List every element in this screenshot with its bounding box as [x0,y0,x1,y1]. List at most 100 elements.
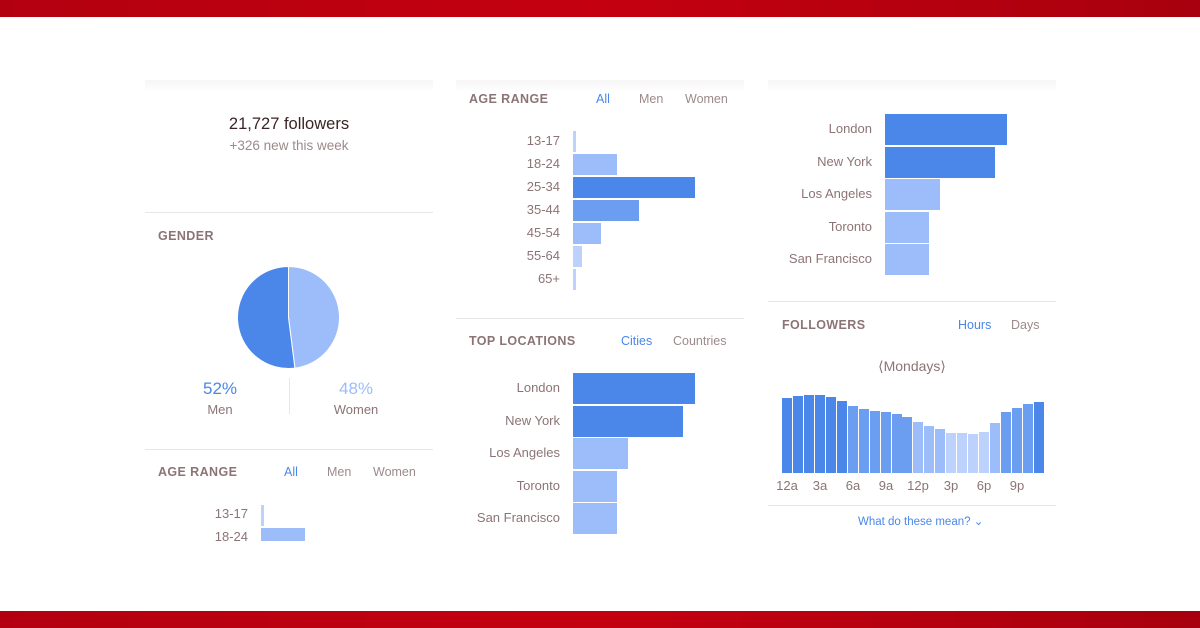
divider [145,212,433,213]
age-bar-18-24 [261,528,305,541]
followers-count: 21,727 followers [228,115,350,133]
age-label: 25-34 [526,179,560,194]
divider [145,449,433,450]
location-bar [885,146,995,178]
location-bar [885,179,940,210]
women-label: Women [333,402,379,417]
age-label: 35-44 [526,202,560,217]
hour-tick-label: 6a [845,478,861,493]
hour-bar [782,398,792,473]
day-label: Mondays [883,358,941,374]
hour-bar [902,417,912,473]
location-bar [573,405,683,437]
location-label: San Francisco [788,251,872,266]
gender-separator [289,378,290,414]
hour-bar [1023,404,1033,473]
age-filter-women[interactable]: Women [685,92,728,106]
hour-bar [990,423,1000,473]
hour-tick-label: 3p [943,478,959,493]
location-label: New York [817,153,872,169]
hour-bar [935,429,945,473]
next-day-arrow-icon[interactable]: ⟩ [940,358,946,374]
age-bar [573,246,582,267]
locations-filter-countries[interactable]: Countries [673,334,727,348]
followers-activity-title: FOLLOWERS [782,318,866,332]
hour-tick-label: 6p [976,478,992,493]
age-filter-all[interactable]: All [596,92,610,106]
age-bar [573,223,601,244]
locations-filter-cities[interactable]: Cities [621,334,653,348]
hour-tick-label: 9p [1009,478,1025,493]
age-filter-women[interactable]: Women [373,465,416,479]
hour-tick-label: 3a [812,478,828,493]
panel-top-shadow [768,80,1056,92]
left-column: 21,727 followers +326 new this week [145,80,433,540]
age-bar [573,131,576,152]
age-label: 65+ [537,271,560,286]
location-label: San Francisco [476,510,560,525]
hour-bar [979,432,989,473]
location-label: Toronto [516,477,560,493]
age-label-13-17: 13-17 [214,506,248,521]
location-label: Toronto [828,218,872,234]
age-label: 45-54 [526,225,560,240]
women-percentage: 48% [338,379,374,398]
location-bar [573,373,695,404]
divider [768,301,1056,302]
hour-bar [859,409,869,473]
location-label: London [828,121,872,136]
age-label: 13-17 [526,133,560,148]
age-bar [573,177,695,198]
age-bar [573,200,639,221]
hour-bar [1012,408,1022,473]
top-locations-title: TOP LOCATIONS [469,334,576,348]
age-bar-13-17 [261,505,264,526]
bottom-brand-band [0,611,1200,628]
hour-bar [804,395,814,473]
age-range-title-small: AGE RANGE [158,465,238,479]
age-filter-all[interactable]: All [284,465,298,479]
gender-pie-chart [237,266,340,369]
hour-bar [815,395,825,473]
hour-bar [1034,402,1044,473]
men-percentage: 52% [202,379,238,398]
hour-tick-label: 12a [776,478,798,493]
pie-slice-women [288,266,340,369]
hour-bar [870,411,880,473]
age-bar [573,269,576,290]
location-bar [885,211,929,243]
age-range-title: AGE RANGE [469,92,549,106]
prev-day-arrow-icon[interactable]: ⟨ [878,358,884,374]
location-bar [573,503,617,534]
activity-filter-hours[interactable]: Hours [958,318,992,332]
men-label: Men [207,402,233,417]
age-label: 18-24 [526,156,560,171]
divider [456,318,744,319]
age-bar [573,154,617,175]
location-bar [885,114,1007,145]
location-bar [573,438,628,469]
gender-title: GENDER [158,229,214,243]
location-label: Los Angeles [489,445,560,460]
hour-tick-label: 12p [907,478,929,493]
panel-top-shadow [145,80,433,92]
hour-bar [826,397,836,473]
location-bar [885,244,929,275]
hour-bar [946,433,956,473]
age-label-18-24: 18-24 [214,529,248,544]
what-do-these-mean-link[interactable]: What do these mean? ⌄ [858,516,984,528]
day-selector[interactable]: ⟨Mondays⟩ [862,358,962,375]
hour-bar [1001,412,1011,473]
pie-slice-men [237,266,296,369]
age-filter-men[interactable]: Men [327,465,352,479]
hour-tick-label: 9a [878,478,894,493]
hour-bar [968,434,978,473]
age-filter-men[interactable]: Men [639,92,664,106]
location-bar [573,470,617,502]
divider [768,505,1056,506]
hour-bar [881,412,891,473]
activity-filter-days[interactable]: Days [1011,318,1040,332]
hour-bar [924,426,934,473]
hour-bar [837,401,847,473]
hour-bar [892,414,902,473]
